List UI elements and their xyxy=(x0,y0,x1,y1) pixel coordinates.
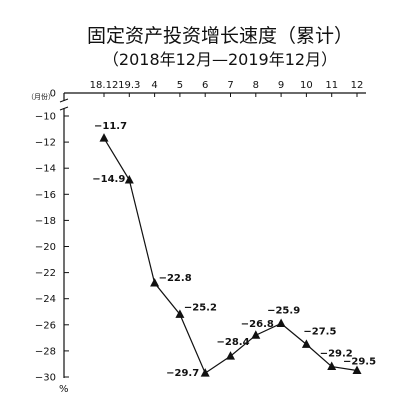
x-tick-label: 10 xyxy=(300,80,313,91)
data-point-marker xyxy=(276,318,286,327)
data-label: −14.9 xyxy=(92,174,125,185)
data-label: −26.8 xyxy=(241,319,274,330)
y-tick-label: −14 xyxy=(35,164,56,175)
y-tick-label: −10 xyxy=(35,112,56,123)
chart-title: 固定资产投资增长速度（累计） xyxy=(87,25,353,47)
y-tick-label: −20 xyxy=(35,242,56,253)
y-tick-label: −24 xyxy=(35,294,56,305)
chart-subtitle: （2018年12月—2019年12月） xyxy=(103,50,337,69)
x-tick-label: 11 xyxy=(325,80,338,91)
y-tick-label: −12 xyxy=(35,138,56,149)
data-point-marker xyxy=(124,174,134,184)
y-tick-label: −16 xyxy=(35,190,56,201)
data-label: −25.9 xyxy=(267,305,300,316)
x-tick-label: 4 xyxy=(151,80,157,91)
y-tick-label: −22 xyxy=(35,268,56,279)
data-point-marker xyxy=(175,309,185,318)
y-tick-label: −26 xyxy=(35,320,56,331)
x-tick-label: 5 xyxy=(177,80,183,91)
data-label: −29.7 xyxy=(166,368,199,379)
data-label: −29.2 xyxy=(320,349,353,360)
data-label: −27.5 xyxy=(303,326,336,337)
data-point-marker xyxy=(327,361,337,371)
data-point-marker xyxy=(150,278,160,287)
data-point-marker xyxy=(352,365,362,374)
data-point-marker xyxy=(99,133,109,142)
y-tick-label: −30 xyxy=(35,373,56,384)
data-label: −22.8 xyxy=(159,273,192,284)
x-tick-label: 18.12 xyxy=(90,80,119,91)
axis-break-mark xyxy=(59,106,69,111)
data-point-marker xyxy=(251,330,261,339)
data-point-marker xyxy=(301,339,311,348)
y-tick-label: 0 xyxy=(50,89,56,100)
x-tick-label: 19.3 xyxy=(118,80,140,91)
x-tick-label: 9 xyxy=(278,80,284,91)
data-point-marker xyxy=(200,368,210,377)
data-label: −11.7 xyxy=(94,121,127,132)
axis-break-mark xyxy=(59,98,69,103)
x-tick-label: 6 xyxy=(202,80,208,91)
data-point-marker xyxy=(226,351,235,360)
y-tick-label: −18 xyxy=(35,216,56,227)
data-label: −25.2 xyxy=(184,302,217,313)
data-label: −28.4 xyxy=(217,337,250,348)
x-tick-label: 8 xyxy=(253,80,259,91)
y-tick-label: −28 xyxy=(35,346,56,357)
x-tick-label: 12 xyxy=(351,80,364,91)
y-axis-unit-label: % xyxy=(59,384,69,395)
data-label: −29.5 xyxy=(343,356,376,367)
x-tick-label: 7 xyxy=(227,80,233,91)
x-axis-unit-label: （月份） xyxy=(27,92,55,101)
